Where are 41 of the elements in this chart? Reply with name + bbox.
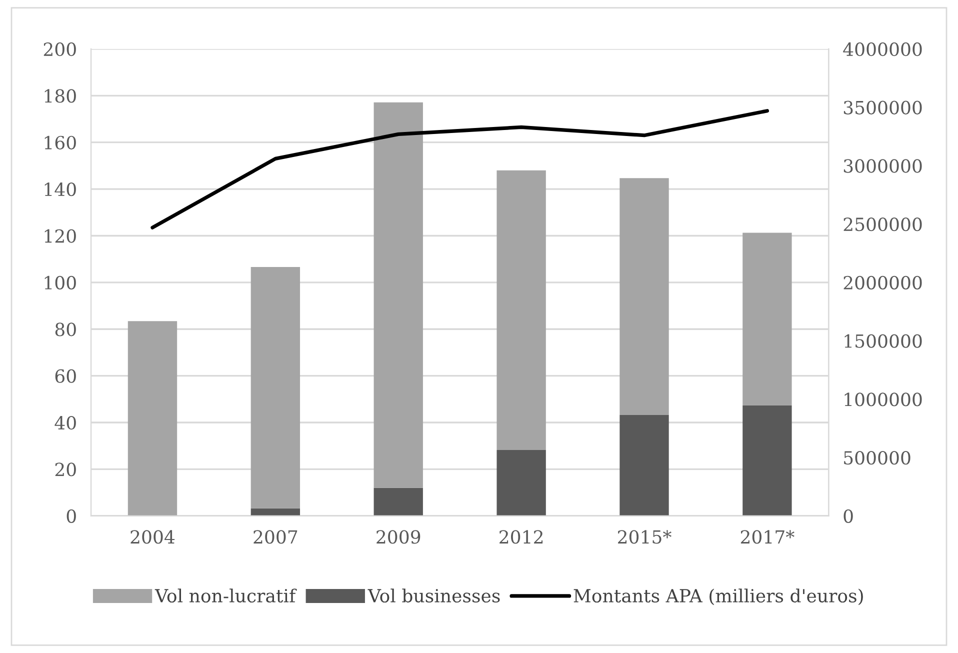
bar — [620, 178, 669, 416]
y2-tick-label: 1500000 — [844, 334, 922, 348]
y-tick-label: 80 — [55, 322, 76, 336]
bar — [250, 508, 300, 516]
legend-label: Vol non-lucratif — [154, 588, 297, 603]
x-tick-label: 2009 — [376, 530, 420, 544]
bar — [128, 321, 178, 516]
bar — [742, 232, 792, 406]
legend-label: Montants APA (milliers d'euros) — [574, 588, 863, 606]
y-tick-label: 0 — [66, 509, 76, 523]
bar — [496, 170, 546, 450]
y-tick-label: 60 — [55, 369, 76, 383]
x-tick-label: 2007 — [254, 530, 298, 544]
y-tick-label: 200 — [44, 42, 76, 56]
y-tick-label: 140 — [44, 182, 76, 196]
y2-tick-label: 4000000 — [843, 42, 922, 56]
bar — [620, 415, 669, 516]
y-tick-label: 160 — [44, 136, 76, 150]
y2-tick-label: 2000000 — [844, 276, 922, 290]
bar — [742, 405, 792, 516]
x-tick-label: 2012 — [500, 530, 543, 544]
x-tick-label: 2017* — [740, 530, 794, 544]
y2-tick-label: 3000000 — [844, 159, 922, 173]
y-tick-label: 120 — [44, 229, 76, 243]
y-tick-label: 180 — [44, 89, 76, 103]
y2-tick-label: 1000000 — [844, 392, 922, 406]
x-tick-label: 2015* — [618, 530, 672, 544]
bar — [374, 488, 423, 516]
y2-tick-label: 500000 — [844, 450, 910, 465]
y-tick-label: 20 — [55, 462, 76, 476]
bar — [496, 450, 546, 516]
legend-label: Vol businesses — [368, 588, 500, 603]
bar — [250, 267, 300, 508]
y2-tick-label: 0 — [844, 509, 853, 523]
bar — [374, 102, 423, 488]
y2-tick-label: 3500000 — [844, 100, 922, 114]
y-tick-label: 40 — [54, 416, 76, 430]
line-series — [150, 109, 770, 230]
y-tick-label: 100 — [44, 276, 76, 290]
y2-tick-label: 2500000 — [844, 218, 922, 232]
x-tick-label: 2004 — [130, 530, 175, 544]
